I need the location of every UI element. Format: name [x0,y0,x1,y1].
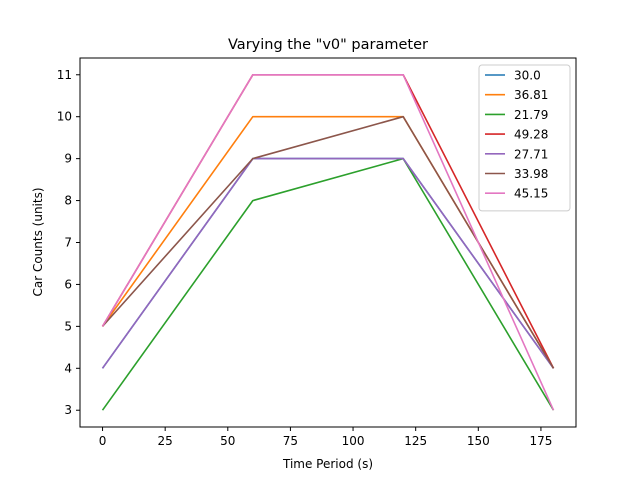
x-tick-label-1: 25 [158,434,173,448]
y-tick-label-0: 3 [64,403,72,417]
series-line-4 [101,157,555,369]
series-line-6 [101,74,555,411]
x-tick-label-3: 75 [283,434,298,448]
x-tick-label-6: 150 [467,434,490,448]
legend-label-2: 21.79 [514,108,548,122]
y-tick-label-7: 10 [57,110,72,124]
y-axis-label: Car Counts (units) [31,187,45,296]
series-layer [101,74,555,411]
y-tick-label-3: 6 [64,277,72,291]
x-tick-label-2: 50 [220,434,235,448]
y-tick-label-6: 9 [64,152,72,166]
legend-label-4: 27.71 [514,147,548,161]
x-axis-label: Time Period (s) [282,457,373,471]
y-tick-label-8: 11 [57,68,72,82]
legend-label-6: 45.15 [514,187,548,201]
y-tick-label-2: 5 [64,319,72,333]
axes-layer: 0 25 50 75 100 125 150 175 3 4 5 6 7 8 9 10 11 [57,57,577,448]
series-line-2 [101,157,555,411]
legend-label-1: 36.81 [514,88,548,102]
y-tick-label-5: 8 [64,194,72,208]
x-tick-label-5: 125 [404,434,427,448]
x-tick-label-7: 175 [529,434,552,448]
legend: 30.0 36.81 21.79 49.28 27.71 33.98 45.15 [478,64,571,212]
legend-box [478,64,571,212]
x-tick-label-0: 0 [99,434,107,448]
legend-label-3: 49.28 [514,128,548,142]
legend-label-5: 33.98 [514,167,548,181]
x-tick-label-4: 100 [342,434,365,448]
chart-title: Varying the "v0" parameter [228,37,428,53]
y-tick-label-1: 4 [64,361,72,375]
y-tick-label-4: 7 [64,236,72,250]
legend-label-0: 30.0 [514,69,541,83]
